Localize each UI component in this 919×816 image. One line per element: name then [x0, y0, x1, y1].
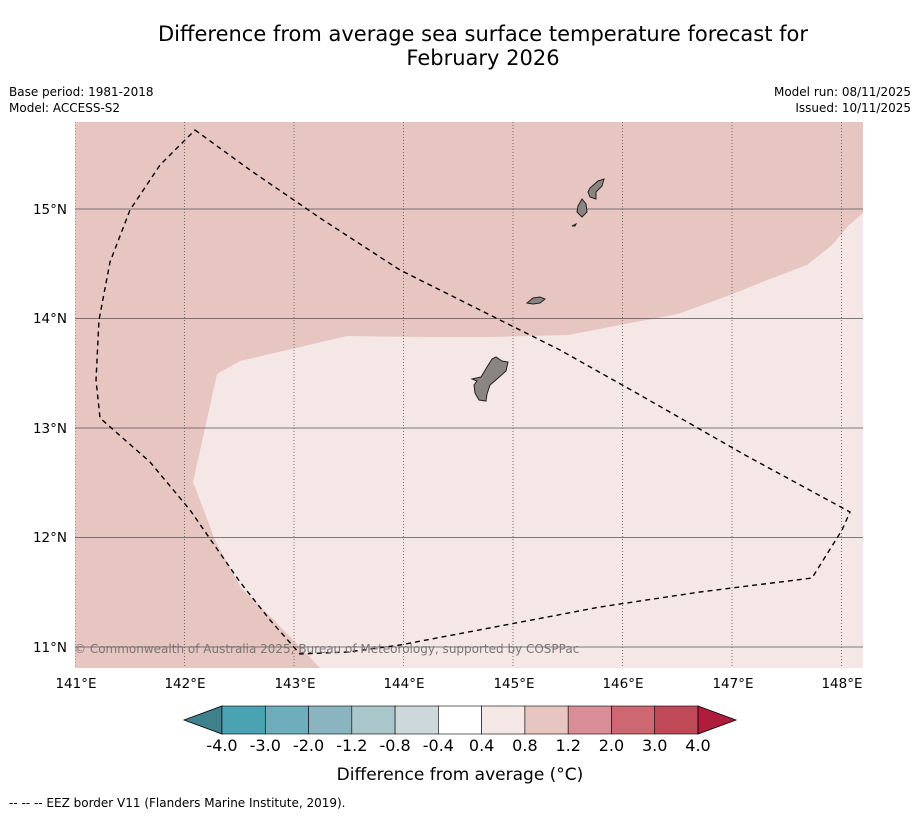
lat-tick: 11°N: [33, 640, 67, 656]
lon-tick: 145°E: [493, 676, 534, 692]
chart-title: Difference from average sea surface temp…: [0, 22, 919, 70]
latitude-lines: [75, 208, 863, 648]
graticule: [75, 122, 842, 668]
colorbar-bin: [264, 705, 309, 735]
lon-tick: 147°E: [712, 676, 753, 692]
colorbar-tick-label: 0.4: [469, 736, 494, 755]
colorbar-tick-label: -0.4: [423, 736, 454, 755]
lat-tick: 12°N: [33, 530, 67, 546]
lat-tick: 13°N: [33, 421, 67, 437]
colorbar-bin: [438, 705, 482, 735]
model-name: Model: ACCESS-S2: [9, 101, 121, 115]
colorbar-tick-label: -3.0: [250, 736, 281, 755]
colorbar-tick-label: 1.2: [555, 736, 580, 755]
meta-right: Model run: 08/11/2025 Issued: 10/11/2025: [774, 84, 911, 116]
colorbar-tick-label: -2.0: [293, 736, 324, 755]
colorbar-bin: [524, 705, 569, 735]
colorbar-tick-label: 2.0: [599, 736, 624, 755]
colorbar-bin: [351, 705, 396, 735]
island-alamagan: [576, 198, 588, 218]
island-aguijan: [525, 296, 546, 305]
colorbar-bin: [221, 705, 266, 735]
colorbar-label: Difference from average (°C): [337, 765, 584, 785]
colorbar-bin: [567, 705, 612, 735]
colorbar-tick-label: 4.0: [685, 736, 710, 755]
island-small: [571, 222, 578, 227]
colorbar-tick-label: -4.0: [206, 736, 237, 755]
island-pagan: [587, 178, 605, 200]
issued-date: Issued: 10/11/2025: [795, 101, 911, 115]
lon-tick: 142°E: [164, 676, 205, 692]
lon-tick: 148°E: [821, 676, 862, 692]
base-period: Base period: 1981-2018: [9, 85, 154, 99]
lon-tick: 141°E: [55, 676, 96, 692]
eez-footnote: -- -- -- EEZ border V11 (Flanders Marine…: [9, 796, 346, 810]
island-guam: [470, 356, 509, 402]
colorbar-extend-low: [182, 705, 223, 735]
lon-tick: 144°E: [383, 676, 424, 692]
map-area: © Commonwealth of Australia 2025, Bureau…: [74, 122, 863, 668]
colorbar: [182, 705, 738, 735]
eez-border: [95, 129, 851, 655]
lat-tick-labels: 15°N 14°N 13°N 12°N 11°N: [33, 202, 67, 656]
lon-tick: 143°E: [274, 676, 315, 692]
colorbar-tick-label: -0.8: [379, 736, 410, 755]
lat-tick: 15°N: [33, 202, 67, 218]
copyright-text: © Commonwealth of Australia 2025, Bureau…: [74, 642, 579, 656]
lat-tick: 14°N: [33, 311, 67, 327]
title-line-1: Difference from average sea surface temp…: [158, 22, 808, 46]
colorbar-tick-label: 3.0: [642, 736, 667, 755]
colorbar-extend-high: [697, 705, 738, 735]
mild-anomaly-region: [193, 213, 863, 668]
colorbar-ticks: -4.0 -3.0 -2.0 -1.2 -0.8 -0.4 0.4 0.8 1.2 2.0 3.0 4…: [206, 736, 710, 755]
colorbar-tick-label: -1.2: [336, 736, 367, 755]
model-run: Model run: 08/11/2025: [773, 85, 911, 99]
colorbar-bin: [394, 705, 439, 735]
colorbar-tick-label: 0.8: [512, 736, 537, 755]
title-line-2: February 2026: [406, 46, 560, 70]
colorbar-bin: [654, 705, 699, 735]
meta-left: Base period: 1981-2018 Model: ACCESS-S2: [9, 84, 154, 116]
lon-tick: 146°E: [602, 676, 643, 692]
colorbar-bin: [308, 705, 353, 735]
islands: [470, 178, 605, 402]
lon-tick-labels: 141°E 142°E 143°E 144°E 145°E 146°E 147°…: [55, 676, 862, 692]
colorbar-bin: [481, 705, 526, 735]
colorbar-bin: [611, 705, 656, 735]
